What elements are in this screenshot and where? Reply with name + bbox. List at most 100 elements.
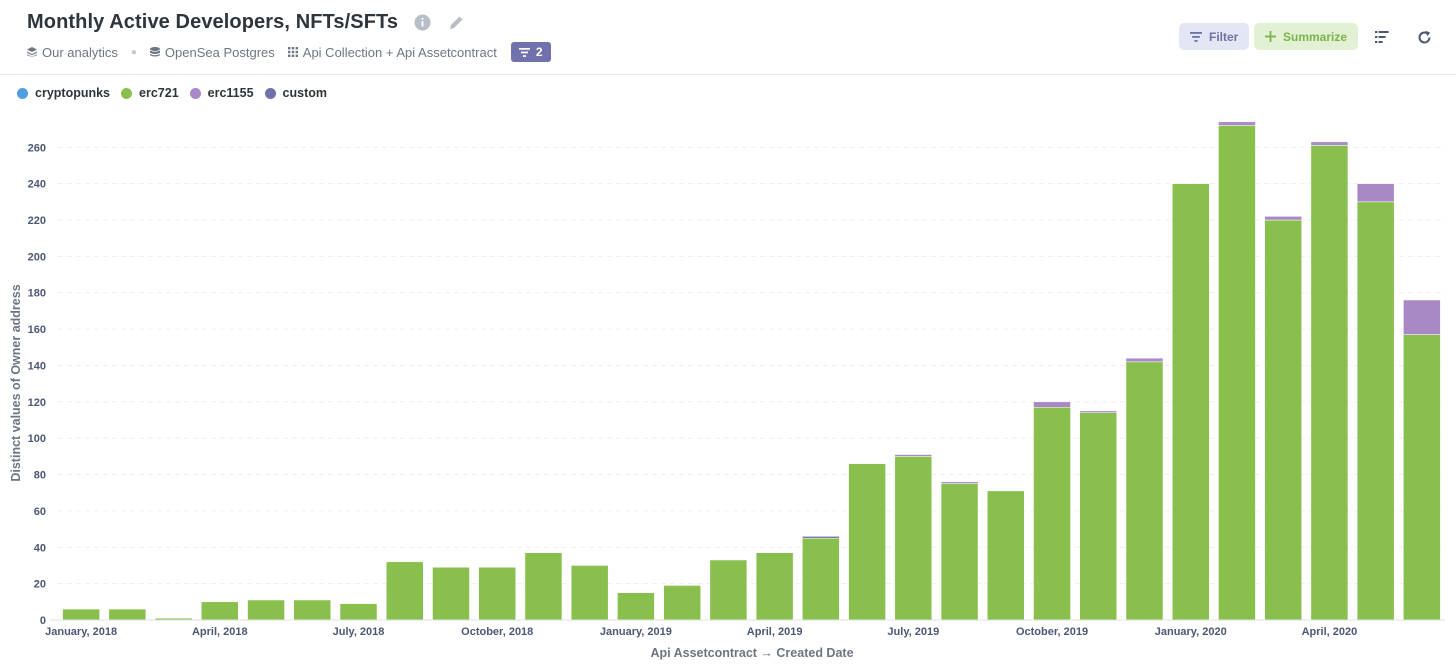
x-tick-label: January, 2019 [600,626,672,638]
x-tick-label: October, 2019 [1016,626,1088,638]
y-tick-label: 140 [28,360,46,372]
bar-erc1155-2019-07[interactable] [894,454,933,457]
breadcrumb-collection-label: Our analytics [42,44,118,60]
bar-erc721-2020-02[interactable] [1218,125,1256,621]
y-tick-label: 240 [28,179,46,191]
breadcrumb-table[interactable]: Api Collection + Api Assetcontract [287,44,497,60]
x-tick-label: October, 2018 [461,626,533,638]
bar-erc1155-2019-11[interactable] [1079,410,1118,413]
bar-erc721-2020-04[interactable] [1310,145,1349,621]
legend-label: cryptopunks [35,86,111,100]
bar-erc721-2018-05[interactable] [247,599,285,621]
bar-erc721-2020-03[interactable] [1264,219,1302,621]
bar-erc721-2018-08[interactable] [386,561,424,621]
bar-erc721-2018-12[interactable] [570,565,609,621]
filter-button-label: Filter [1209,29,1239,44]
legend-swatch [121,87,133,99]
bar-erc721-2018-01[interactable] [62,608,100,621]
bar-erc721-2019-10[interactable] [1033,407,1071,621]
breadcrumb-collection[interactable]: Our analytics [27,45,118,60]
y-tick-label: 40 [34,542,46,554]
y-tick-label: 200 [28,251,46,263]
legend-label: erc721 [139,86,179,100]
gridlines [58,146,1445,585]
bar-custom-2019-05[interactable] [802,536,840,539]
bar-erc1155-2020-02[interactable] [1218,121,1256,126]
y-axis-ticks: 0 20 40 60 80 100 120 140 160 180 200 220 240 260 [28,142,46,627]
x-tick-label: April, 2019 [747,626,803,638]
bar-erc721-2018-04[interactable] [201,601,239,621]
breadcrumb-table-label: Api Collection + Api Assetcontract [302,44,497,60]
legend-item-erc721[interactable]: erc721 [121,86,179,100]
breadcrumb: Our analytics ● OpenSea Postgres Api Col… [27,42,551,62]
database-icon [149,47,160,57]
bar-erc1155-2020-03[interactable] [1264,216,1302,221]
summarize-button[interactable]: Summarize [1254,23,1359,50]
bar-erc721-2019-09[interactable] [987,490,1025,621]
bar-erc721-2019-04[interactable] [755,552,794,621]
bar-erc721-2019-01[interactable] [617,592,655,621]
y-tick-label: 20 [34,579,46,591]
bar-erc721-2019-06[interactable] [848,463,886,621]
x-tick-label: April, 2020 [1302,626,1358,638]
bar-erc721-2020-01[interactable] [1171,183,1210,621]
bar-erc721-2018-02[interactable] [108,608,147,621]
bar-erc721-2020-05[interactable] [1356,201,1395,621]
legend-swatch [17,87,28,99]
bar-erc721-2020-06[interactable] [1403,334,1441,621]
bar-erc1155-2019-10[interactable] [1033,401,1071,408]
refresh-icon[interactable] [1414,27,1434,47]
breadcrumb-database[interactable]: OpenSea Postgres [149,44,275,60]
legend-item-cryptopunks[interactable]: cryptopunks [17,86,110,100]
bars[interactable] [62,121,1441,621]
bar-erc721-2018-10[interactable] [478,567,516,621]
x-tick-label: January, 2020 [1155,626,1227,638]
x-tick-label: April, 2018 [192,626,248,638]
y-tick-label: 100 [28,433,46,445]
bar-erc721-2018-06[interactable] [293,599,332,621]
bar-erc721-2019-12[interactable] [1125,361,1164,621]
x-axis-label: Api Assetcontract → Created Date [650,646,853,660]
y-tick-label: 220 [28,215,46,227]
legend-item-custom[interactable]: custom [264,86,327,100]
bar-erc721-2019-11[interactable] [1079,412,1118,621]
y-axis-label: Distinct values of Owner address [9,284,23,481]
breadcrumb-database-label: OpenSea Postgres [164,44,275,60]
edit-pencil-icon[interactable] [446,13,466,33]
y-tick-label: 160 [28,324,46,336]
y-tick-label: 0 [40,615,46,627]
bar-erc721-2019-02[interactable] [663,585,701,621]
info-icon[interactable] [412,13,432,33]
chart-legend: cryptopunks erc721 erc1155 custom [17,86,338,100]
x-tick-label: July, 2018 [333,626,385,638]
x-tick-label: July, 2019 [887,626,939,638]
breadcrumb-separator: ● [130,46,137,58]
y-tick-label: 80 [34,470,46,482]
legend-label: erc1155 [207,86,254,100]
filter-button[interactable]: Filter [1179,23,1250,50]
y-tick-label: 180 [28,288,46,300]
x-tick-label: January, 2018 [45,626,117,638]
collection-icon [27,47,37,57]
y-tick-label: 60 [34,506,46,518]
bar-erc721-2019-08[interactable] [940,483,979,621]
legend-item-erc1155[interactable]: erc1155 [189,86,254,100]
bar-erc1155-2020-05[interactable] [1356,183,1395,203]
bar-erc1155-2020-04[interactable] [1310,141,1349,146]
filter-icon [518,47,530,57]
bar-erc1155-2019-12[interactable] [1125,357,1164,363]
bar-erc721-2019-05[interactable] [802,537,840,621]
bar-erc1155-2020-06[interactable] [1403,299,1441,335]
bar-erc721-2018-09[interactable] [432,567,470,621]
query-header: Monthly Active Developers, NFTs/SFTs Our… [0,0,1456,75]
bar-erc1155-2019-08[interactable] [940,481,979,484]
bar-erc721-2019-07[interactable] [894,456,933,621]
legend-swatch [189,87,201,99]
filter-count: 2 [535,45,543,59]
filter-count-badge[interactable]: 2 [510,42,551,62]
y-tick-label: 260 [28,142,46,154]
query-editor-list-icon[interactable] [1372,27,1392,47]
bar-erc721-2018-11[interactable] [524,552,563,621]
bar-erc721-2018-07[interactable] [339,603,378,621]
bar-erc721-2019-03[interactable] [709,559,748,621]
